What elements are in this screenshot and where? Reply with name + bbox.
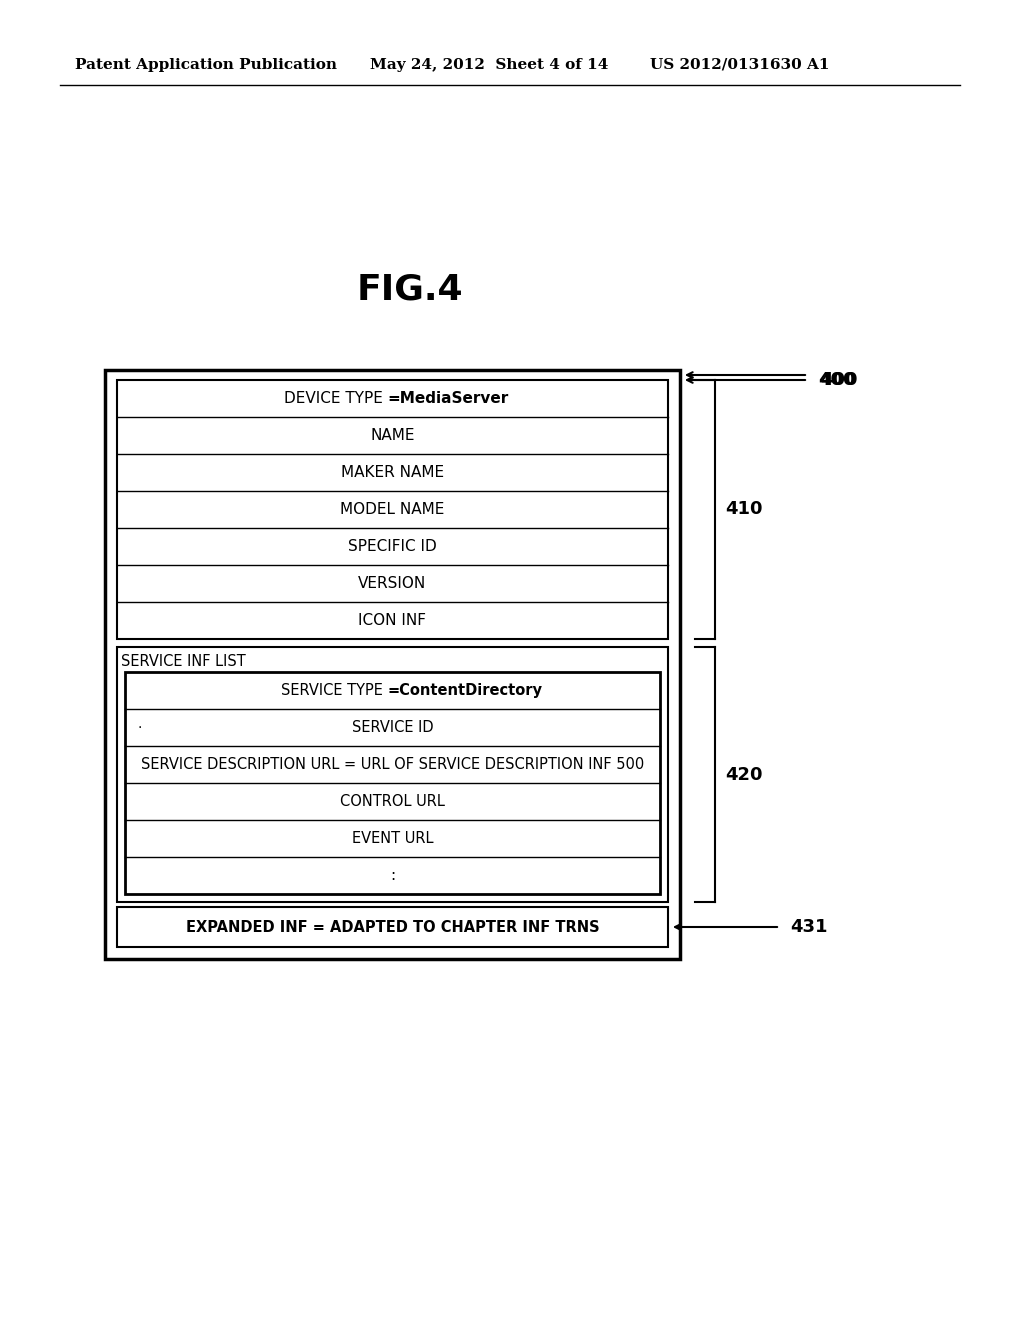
Text: 410: 410	[725, 500, 763, 519]
Text: SPECIFIC ID: SPECIFIC ID	[348, 539, 437, 554]
Bar	[105, 370, 680, 960]
Text: May 24, 2012  Sheet 4 of 14: May 24, 2012 Sheet 4 of 14	[370, 58, 608, 73]
Text: MODEL NAME: MODEL NAME	[340, 502, 444, 517]
Text: ·: ·	[138, 721, 142, 734]
Text: SERVICE ID: SERVICE ID	[351, 719, 433, 735]
Text: NAME: NAME	[371, 428, 415, 444]
Bar	[117, 380, 668, 639]
Text: 420: 420	[725, 766, 763, 784]
Text: MAKER NAME: MAKER NAME	[341, 465, 444, 480]
Bar	[117, 907, 668, 946]
Text: US 2012/0131630 A1: US 2012/0131630 A1	[650, 58, 829, 73]
Bar	[117, 647, 668, 902]
Text: SERVICE INF LIST: SERVICE INF LIST	[121, 653, 246, 668]
Text: VERSION: VERSION	[358, 576, 427, 591]
Text: EXPANDED INF = ADAPTED TO CHAPTER INF TRNS: EXPANDED INF = ADAPTED TO CHAPTER INF TR…	[185, 920, 599, 935]
Text: =ContentDirectory: =ContentDirectory	[387, 682, 543, 698]
Text: SERVICE DESCRIPTION URL = URL OF SERVICE DESCRIPTION INF 500: SERVICE DESCRIPTION URL = URL OF SERVICE…	[141, 756, 644, 772]
Text: DEVICE TYPE: DEVICE TYPE	[284, 391, 387, 407]
Text: :: :	[390, 869, 395, 883]
Text: FIG.4: FIG.4	[356, 273, 463, 308]
Text: EVENT URL: EVENT URL	[352, 832, 433, 846]
Text: =MediaServer: =MediaServer	[387, 391, 509, 407]
Text: CONTROL URL: CONTROL URL	[340, 795, 445, 809]
Text: 431: 431	[790, 917, 827, 936]
Text: ICON INF: ICON INF	[358, 612, 427, 628]
Text: 400: 400	[818, 371, 855, 389]
Text: Patent Application Publication: Patent Application Publication	[75, 58, 337, 73]
Text: SERVICE TYPE: SERVICE TYPE	[281, 682, 387, 698]
Bar	[125, 672, 660, 894]
Text: 400: 400	[820, 371, 857, 389]
